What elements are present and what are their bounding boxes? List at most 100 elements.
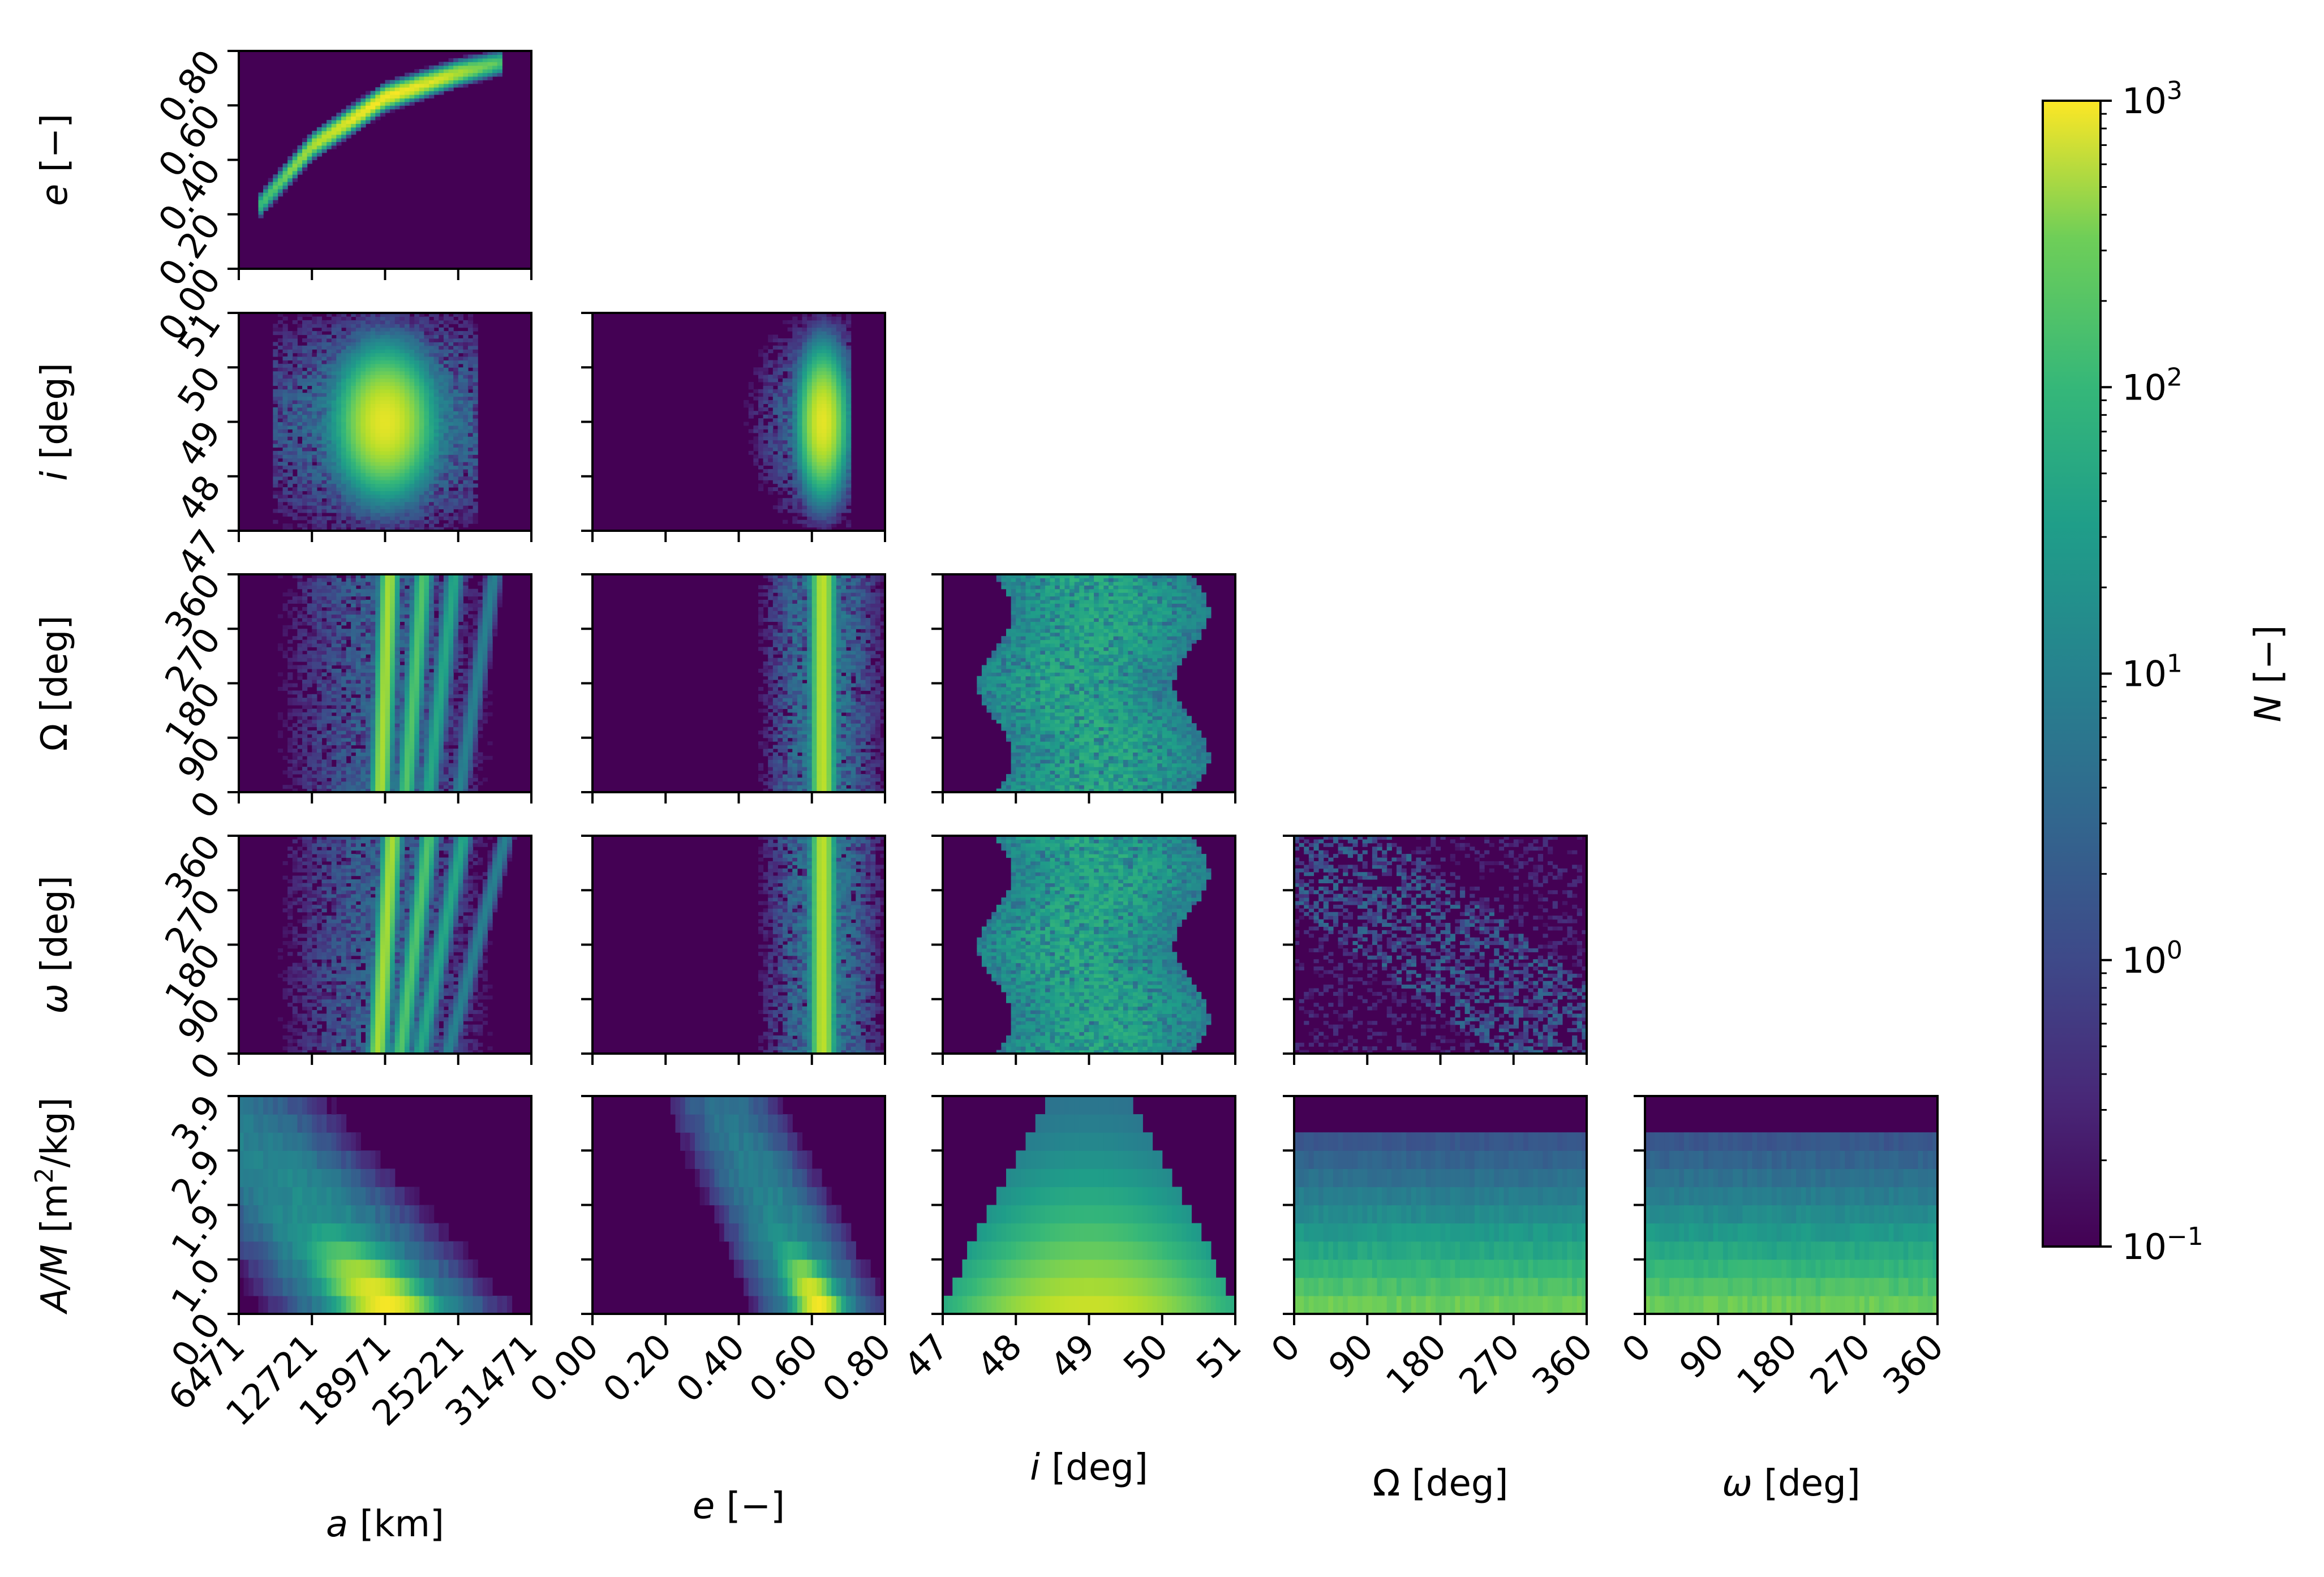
heatmap-cell	[385, 777, 390, 781]
heatmap-cell	[293, 389, 298, 393]
heatmap-cell	[831, 367, 836, 371]
heatmap-cell	[360, 458, 366, 462]
heatmap-cell	[777, 411, 783, 415]
heatmap-cell	[414, 480, 419, 484]
heatmap-cell	[312, 741, 317, 745]
heatmap-cell	[836, 480, 841, 484]
heatmap-cell	[312, 672, 317, 676]
heatmap-cell	[783, 400, 788, 404]
heatmap-cell	[312, 505, 317, 509]
heatmap-cell	[390, 440, 395, 444]
heatmap-cell	[817, 472, 822, 476]
heatmap-cell	[278, 346, 283, 350]
heatmap-cell	[449, 523, 454, 527]
heatmap-cell	[360, 320, 366, 324]
heatmap-cell	[429, 495, 434, 499]
heatmap-cell	[414, 447, 419, 451]
heatmap-cell	[346, 702, 351, 706]
heatmap-cell	[327, 785, 332, 789]
heatmap-cell	[321, 131, 327, 135]
heatmap-cell	[360, 411, 366, 415]
heatmap-cell	[429, 462, 434, 466]
heatmap-cell	[273, 353, 278, 357]
heatmap-cell	[424, 476, 429, 480]
heatmap-cell	[380, 415, 385, 419]
heatmap-cell	[293, 393, 298, 397]
heatmap-cell	[341, 389, 346, 393]
heatmap-cell	[773, 371, 778, 375]
heatmap-cell	[410, 328, 415, 332]
heatmap-cell	[302, 596, 307, 600]
heatmap-cell	[371, 658, 376, 662]
heatmap-cell	[419, 316, 424, 320]
heatmap-cell	[356, 415, 361, 419]
heatmap-cell	[336, 687, 341, 691]
heatmap-cell	[777, 505, 783, 509]
heatmap-cell	[346, 680, 351, 684]
heatmap-cell	[356, 705, 361, 709]
heatmap-cell	[424, 73, 429, 77]
heatmap-cell	[429, 440, 434, 444]
heatmap-cell	[297, 752, 302, 756]
heatmap-cell	[312, 476, 317, 480]
heatmap-cell	[258, 214, 263, 218]
heatmap-cell	[312, 156, 317, 160]
heatmap-cell	[758, 349, 763, 353]
heatmap-cell	[356, 472, 361, 476]
heatmap-cell	[468, 375, 473, 379]
heatmap-cell	[390, 716, 395, 720]
heatmap-cell	[356, 382, 361, 386]
heatmap-cell	[487, 66, 492, 70]
heatmap-cell	[449, 76, 454, 80]
heatmap-cell	[434, 502, 439, 506]
heatmap-cell	[758, 476, 763, 480]
heatmap-cell	[351, 658, 356, 662]
heatmap-cell	[346, 672, 351, 676]
heatmap-cell	[351, 640, 356, 644]
heatmap-cell	[307, 763, 312, 767]
heatmap-cell	[822, 491, 827, 495]
heatmap-cell	[336, 672, 341, 676]
heatmap-cell	[307, 502, 312, 506]
heatmap-cell	[424, 80, 429, 84]
heatmap-cell	[317, 353, 322, 357]
heatmap-cell	[293, 480, 298, 484]
heatmap-cell	[802, 440, 807, 444]
heatmap-cell	[356, 592, 361, 596]
heatmap-cell	[405, 422, 410, 426]
heatmap-cell	[444, 389, 449, 393]
heatmap-cell	[307, 665, 312, 669]
heatmap-cell	[802, 454, 807, 458]
heatmap-cell	[390, 320, 395, 324]
heatmap-cell	[380, 472, 385, 476]
heatmap-cell	[366, 607, 371, 611]
heatmap-cell	[836, 487, 841, 491]
heatmap-cell	[473, 433, 478, 437]
heatmap-cell	[424, 320, 429, 324]
heatmap-cell	[273, 400, 278, 404]
heatmap-cell	[836, 484, 841, 488]
heatmap-cell	[346, 705, 351, 709]
heatmap-cell	[807, 454, 812, 458]
heatmap-cell	[439, 320, 444, 324]
heatmap-cell	[390, 80, 395, 84]
heatmap-cell	[317, 785, 322, 789]
heatmap-cell	[385, 476, 390, 480]
heatmap-cell	[360, 523, 366, 527]
heatmap-cell	[375, 618, 380, 622]
heatmap-cell	[419, 502, 424, 506]
heatmap-cell	[414, 418, 419, 422]
heatmap-cell	[385, 723, 390, 727]
heatmap-cell	[449, 69, 454, 73]
heatmap-cell	[336, 785, 341, 789]
heatmap-cell	[395, 367, 400, 371]
heatmap-cell	[341, 745, 346, 749]
heatmap-cell	[346, 109, 351, 113]
heatmap-cell	[332, 480, 337, 484]
heatmap-cell	[419, 371, 424, 375]
heatmap-cell	[332, 466, 337, 470]
heatmap-cell	[792, 367, 797, 371]
heatmap-cell	[336, 694, 341, 698]
heatmap-cell	[336, 676, 341, 680]
heatmap-cell	[351, 702, 356, 706]
